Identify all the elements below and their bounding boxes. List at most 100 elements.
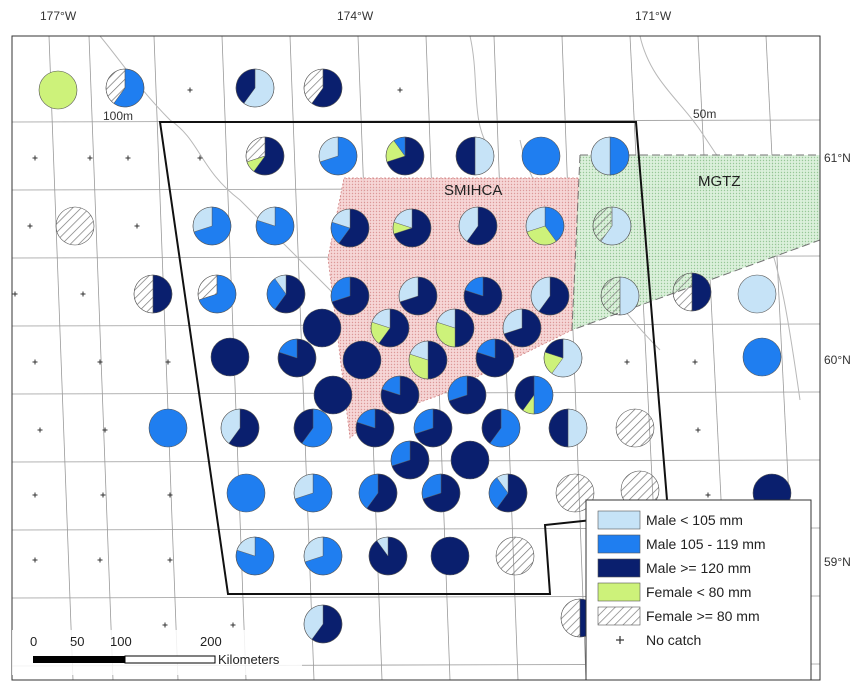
study-boundary (158, 121, 670, 595)
legend-item-hatch: Female >= 80 mm (597, 606, 760, 626)
scale-tick-50: 50 (70, 634, 84, 649)
no-catch-marker (32, 492, 38, 498)
station-pie-23 (463, 276, 503, 316)
station-pie-66 (303, 604, 343, 644)
station-pie-18 (133, 274, 173, 314)
station-pie-39 (313, 375, 353, 415)
no-catch-marker (162, 622, 168, 628)
legend-label: Male >= 120 mm (646, 560, 751, 576)
station-pie-16 (525, 206, 565, 246)
no-catch-marker (97, 359, 103, 365)
station-pie-30 (435, 308, 475, 348)
station-pie-54 (293, 473, 333, 513)
station-pie-27 (737, 274, 777, 314)
no-catch-marker (125, 155, 131, 161)
station-pie-58 (555, 473, 595, 513)
station-pie-4 (245, 136, 285, 176)
no-catch-marker (165, 359, 171, 365)
station-pie-55 (358, 473, 398, 513)
station-pie-17 (592, 206, 632, 246)
scale-bar-white (124, 655, 216, 664)
scale-tick-200: 200 (200, 634, 222, 649)
no-catch-marker (27, 223, 33, 229)
station-pie-11 (192, 206, 232, 246)
no-catch-marker (32, 557, 38, 563)
station-pie-63 (368, 536, 408, 576)
legend: Male < 105 mm Male 105 - 119 mm Male >= 12… (585, 499, 812, 681)
station-pie-56 (421, 473, 461, 513)
station-pie-8 (521, 136, 561, 176)
map-frame (11, 35, 821, 681)
lon-label-174w: 174°W (337, 9, 374, 23)
station-pie-43 (148, 408, 188, 448)
no-catch-marker (624, 359, 630, 365)
longitude-labels: 177°W 174°W 171°W (40, 9, 672, 23)
station-pie-26 (672, 272, 712, 312)
no-catch-marker (197, 155, 203, 161)
scale-bar-black (33, 656, 125, 663)
lat-label-59n: 59°N (824, 555, 851, 569)
legend-swatch-light (597, 510, 641, 530)
legend-item-plus: No catch (616, 632, 701, 648)
legend-item-dark: Male >= 120 mm (597, 558, 751, 578)
no-catch-marker (100, 492, 106, 498)
station-pie-35 (408, 340, 448, 380)
station-pie-6 (385, 136, 425, 176)
station-pie-13 (330, 208, 370, 248)
station-pie-62 (303, 536, 343, 576)
station-pie-33 (277, 338, 317, 378)
station-pie-61 (235, 536, 275, 576)
station-pie-48 (481, 408, 521, 448)
legend-item-light: Male < 105 mm (597, 510, 743, 530)
scale-tick-100: 100 (110, 634, 132, 649)
station-pie-28 (302, 308, 342, 348)
station-pie-0 (38, 70, 78, 110)
lon-label-177w: 177°W (40, 9, 77, 23)
depth-label-50m: 50m (693, 107, 716, 121)
station-pie-3 (303, 68, 343, 108)
station-pie-36 (475, 338, 515, 378)
latitude-labels: 61°N 60°N 59°N (824, 151, 851, 569)
scale-tick-0: 0 (30, 634, 37, 649)
scale-unit: Kilometers (218, 652, 280, 667)
legend-item-mid: Male 105 - 119 mm (597, 534, 766, 554)
legend-swatch-hatch (597, 606, 641, 626)
no-catch-marker (187, 87, 193, 93)
station-pie-10 (55, 206, 95, 246)
no-catch-marker (692, 359, 698, 365)
station-pie-21 (330, 276, 370, 316)
no-catch-marker (397, 87, 403, 93)
station-pie-50 (615, 408, 655, 448)
station-pie-1 (105, 68, 145, 108)
no-catch-marker (230, 622, 236, 628)
no-catch-marker (695, 427, 701, 433)
station-pie-42 (514, 375, 554, 415)
station-pie-20 (266, 274, 306, 314)
station-pie-31 (502, 308, 542, 348)
station-pie-5 (318, 136, 358, 176)
station-pie-49 (548, 408, 588, 448)
no-catch-marker (102, 427, 108, 433)
station-pie-19 (197, 274, 237, 314)
station-pie-12 (255, 206, 295, 246)
no-catch-marker (97, 557, 103, 563)
no-catch-marker (167, 557, 173, 563)
stations (12, 68, 792, 644)
legend-label: No catch (646, 632, 701, 648)
station-pie-45 (293, 408, 333, 448)
station-pie-34 (342, 340, 382, 380)
no-catch-marker (12, 291, 18, 297)
no-catch-marker (87, 155, 93, 161)
no-catch-marker (37, 427, 43, 433)
station-pie-7 (455, 136, 495, 176)
no-catch-marker (705, 492, 711, 498)
station-pie-14 (392, 208, 432, 248)
mgtz-label: MGTZ (698, 173, 741, 190)
depth-label-100m: 100m (103, 109, 133, 123)
station-pie-22 (398, 276, 438, 316)
legend-swatch-mid (597, 534, 641, 554)
station-pie-64 (430, 536, 470, 576)
station-pie-44 (220, 408, 260, 448)
station-pie-9 (590, 136, 630, 176)
legend-item-lime: Female < 80 mm (597, 582, 751, 602)
